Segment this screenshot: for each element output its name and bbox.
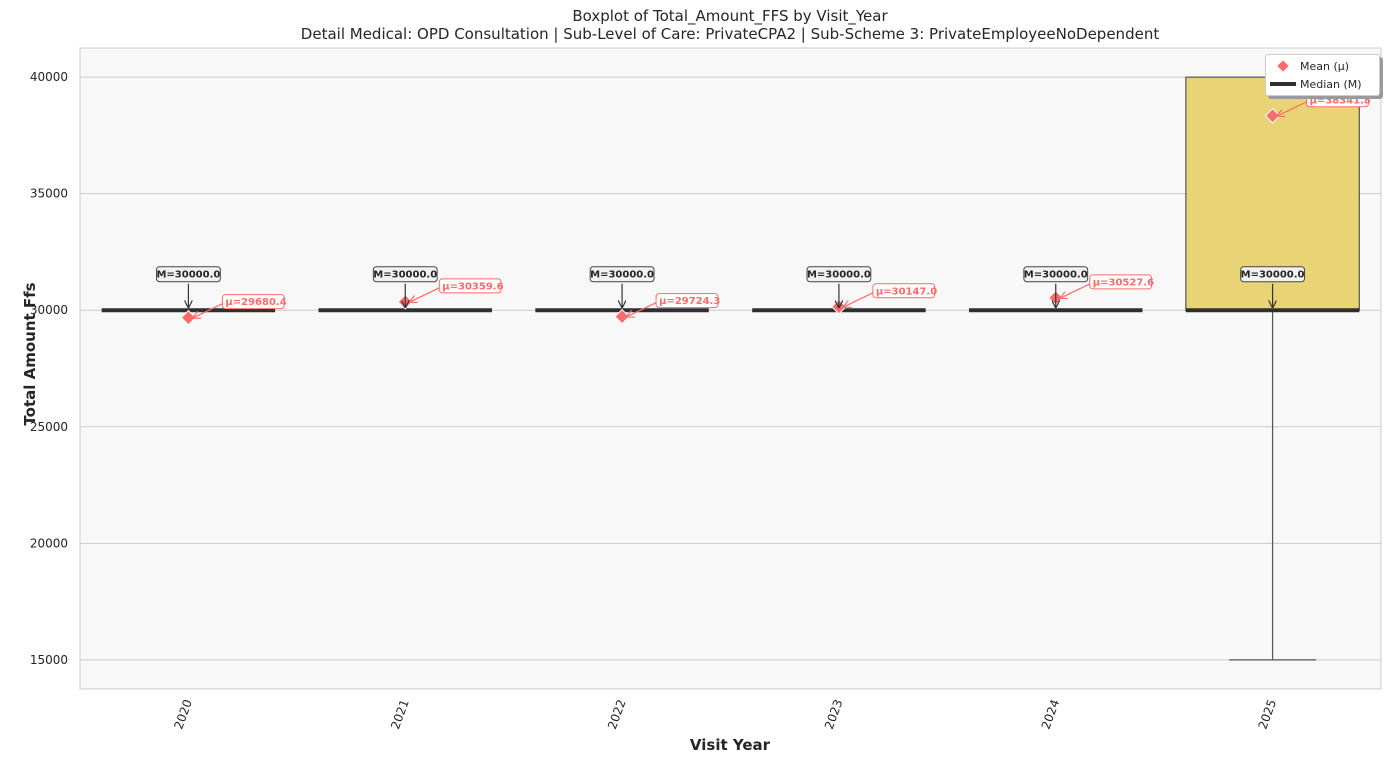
legend-item-mean: Mean (μ)	[1266, 58, 1349, 74]
chart-subtitle: Detail Medical: OPD Consultation | Sub-L…	[300, 25, 1160, 43]
plot-area	[79, 47, 1382, 690]
y-tick-label: 30000	[30, 303, 68, 317]
median-annotation-box	[372, 266, 438, 283]
median-annotation-label: M=30000.0	[1024, 270, 1088, 281]
y-tick-label: 40000	[30, 70, 68, 84]
median-annotation-label: M=30000.0	[1241, 270, 1305, 281]
x-tick-label: 2025	[1256, 698, 1280, 731]
mean-annotation-box	[221, 294, 285, 310]
median-annotation-label: M=30000.0	[807, 270, 871, 281]
annotations: M=30000.0 μ=29680.4 M=30000.0 μ=30359.6 M=30…	[156, 92, 1371, 318]
mean-annotation-arrow	[193, 303, 223, 318]
diamond-marker-icon	[1277, 60, 1289, 72]
legend-item-median: Median (M)	[1266, 76, 1362, 92]
mean-annotation-label: μ=29680.4	[225, 297, 286, 308]
median-annotation-label: M=30000.0	[156, 270, 220, 281]
median-annotation-label: M=30000.0	[590, 270, 654, 281]
legend: Mean (μ) Median (M)	[1265, 54, 1380, 96]
mean-annotation-label: μ=30359.6	[442, 281, 503, 292]
median-annotation-box	[1023, 266, 1089, 283]
median-annotation-box	[806, 266, 872, 283]
legend-label: Median (M)	[1300, 77, 1362, 91]
y-tick-label: 35000	[30, 187, 68, 201]
line-marker-icon	[1270, 82, 1296, 86]
mean-annotation-label: μ=30147.0	[876, 286, 937, 297]
median-annotation-box	[589, 266, 655, 283]
mean-annotation-arrow	[1278, 101, 1307, 116]
mean-annotation-box	[872, 283, 936, 299]
median-annotation-box	[156, 266, 221, 283]
x-tick-label: 2021	[388, 698, 412, 731]
y-tick-label: 15000	[30, 653, 68, 667]
y-tick-labels: 15000 20000 25000 30000 35000 40000	[30, 70, 68, 667]
mean-annotation-arrow	[410, 287, 440, 302]
median-annotation-box	[1240, 266, 1305, 283]
boxes	[101, 76, 1360, 661]
mean-annotation-box	[655, 293, 719, 309]
mean-annotation-arrow	[627, 302, 657, 317]
legend-label: Mean (μ)	[1300, 59, 1350, 73]
x-tick-label: 2020	[171, 698, 195, 731]
mean-annotation-box	[1089, 274, 1153, 290]
x-axis-label: Visit Year	[689, 736, 771, 754]
mean-annotation-label: μ=29724.3	[659, 296, 720, 307]
mean-annotation-label: μ=38341.8	[1310, 95, 1371, 106]
grid-lines	[80, 76, 1381, 661]
mean-annotation-arrow	[1061, 283, 1091, 298]
y-tick-label: 25000	[30, 420, 68, 434]
mean-annotation-box	[438, 278, 502, 294]
x-tick-label: 2022	[605, 698, 629, 731]
x-tick-label: 2023	[822, 698, 846, 731]
x-tick-label: 2024	[1039, 698, 1063, 731]
mean-annotation-label: μ=30527.6	[1093, 277, 1154, 288]
y-tick-label: 20000	[30, 536, 68, 550]
x-tick-labels: 2020 2021 2022 2023 2024 2025	[171, 698, 1279, 731]
median-annotation-label: M=30000.0	[373, 270, 437, 281]
mean-annotation-arrow	[844, 292, 874, 307]
chart-title: Boxplot of Total_Amount_FFS by Visit_Yea…	[572, 7, 888, 25]
y-axis-label: Total Amount Ffs	[21, 282, 39, 426]
